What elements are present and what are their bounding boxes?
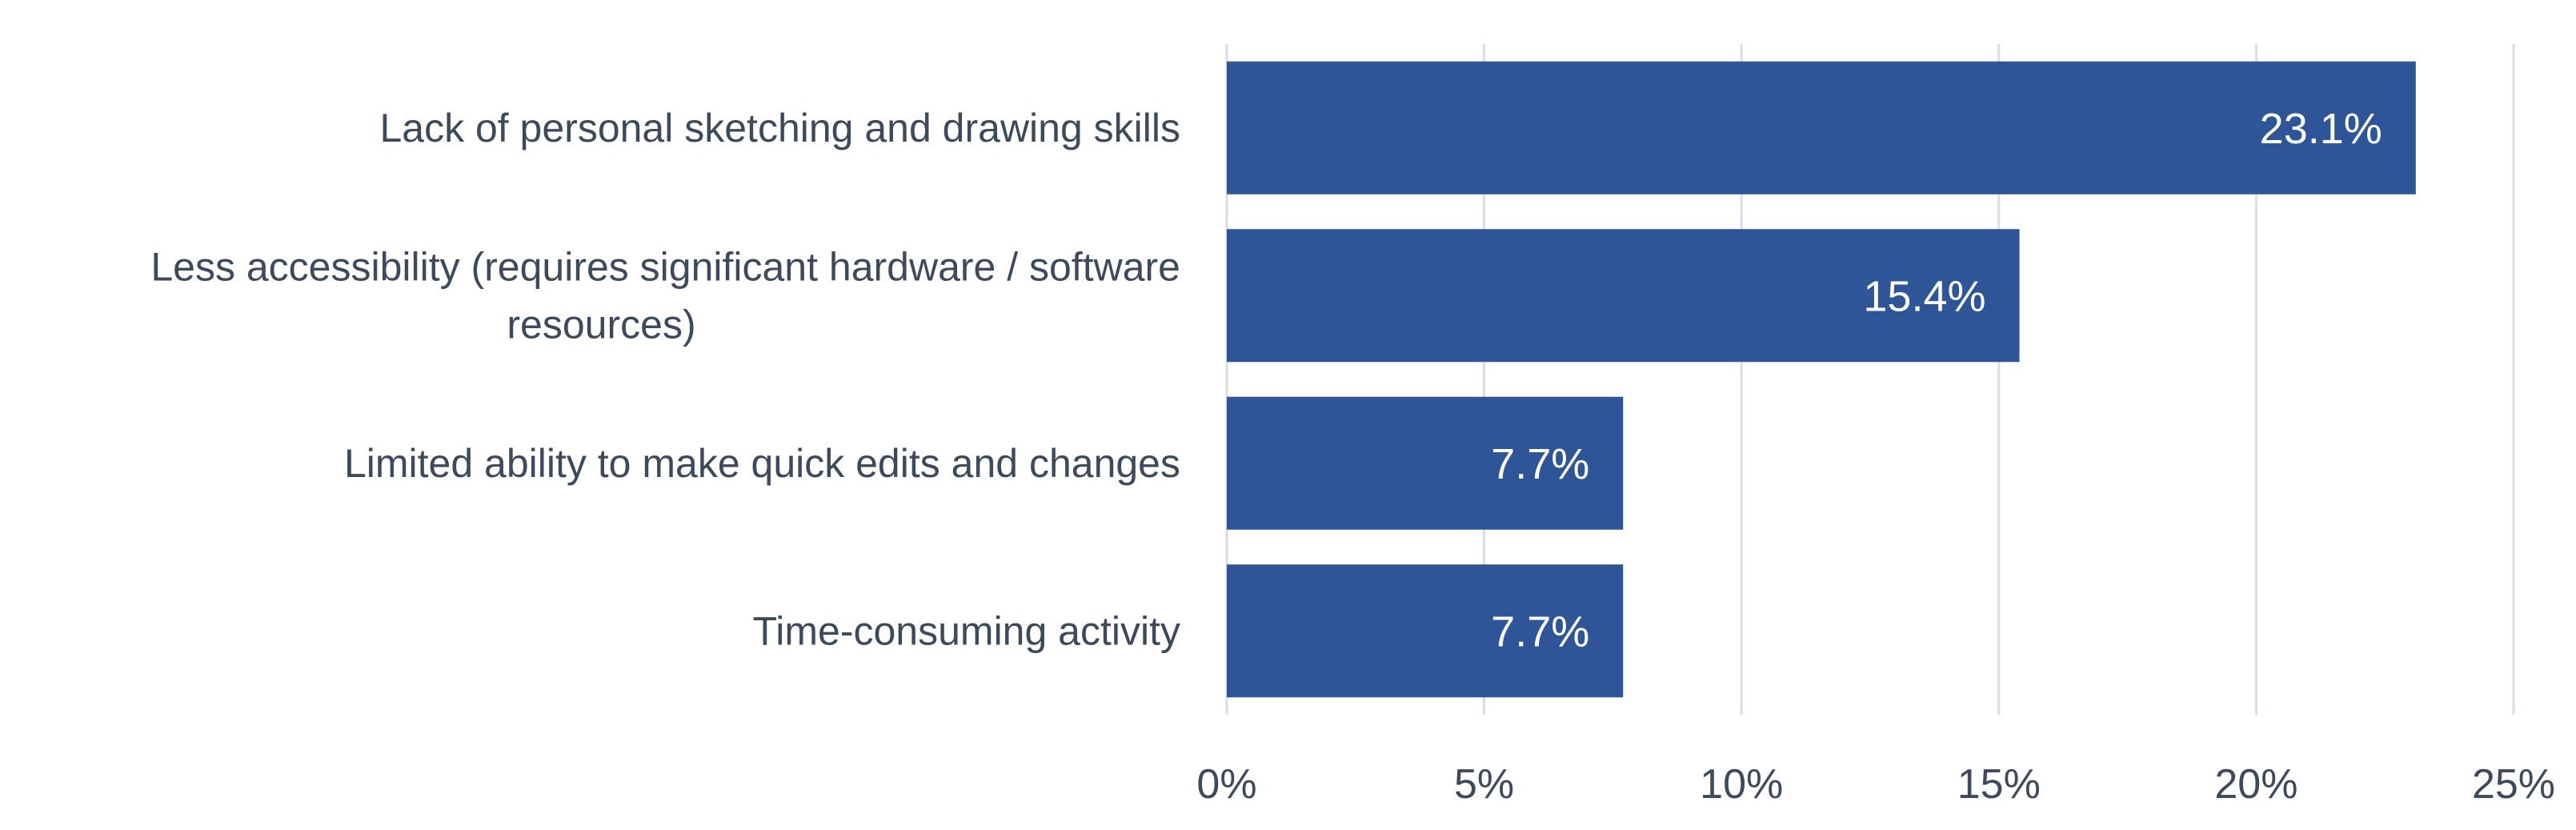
bars xyxy=(1227,61,2416,698)
bar xyxy=(1227,564,1624,698)
x-tick-label: 10% xyxy=(1700,761,1783,808)
data-label: 7.7% xyxy=(1491,440,1589,488)
category-label: Limited ability to make quick edits and … xyxy=(344,441,1180,486)
bar xyxy=(1227,61,2416,194)
data-label: 7.7% xyxy=(1491,607,1589,656)
category-label: Lack of personal sketching and drawing s… xyxy=(379,106,1180,150)
x-tick-label: 25% xyxy=(2472,761,2555,808)
x-tick-label: 0% xyxy=(1196,761,1256,808)
category-label-line: resources) xyxy=(507,302,695,347)
category-label-line: Less accessibility (requires significant… xyxy=(150,244,1180,289)
category-label-line: Lack of personal sketching and drawing s… xyxy=(379,106,1180,150)
x-tick-label: 15% xyxy=(1957,761,2041,808)
x-tick-label: 20% xyxy=(2214,761,2298,808)
data-labels: 23.1% 15.4% 7.7% 7.7% xyxy=(1491,105,2382,656)
category-label-line: Time-consuming activity xyxy=(753,608,1180,653)
category-label: Less accessibility (requires significant… xyxy=(150,244,1180,347)
data-label: 23.1% xyxy=(2260,105,2382,153)
bar xyxy=(1227,396,1624,530)
category-label: Time-consuming activity xyxy=(753,608,1180,653)
data-label: 15.4% xyxy=(1863,272,1985,320)
bar xyxy=(1227,229,2020,363)
x-tick-labels: 0% 5% 10% 15% 20% 25% xyxy=(1196,761,2555,808)
category-label-line: Limited ability to make quick edits and … xyxy=(344,441,1180,486)
category-labels: Lack of personal sketching and drawing s… xyxy=(150,106,1180,654)
x-tick-label: 5% xyxy=(1454,761,1514,808)
